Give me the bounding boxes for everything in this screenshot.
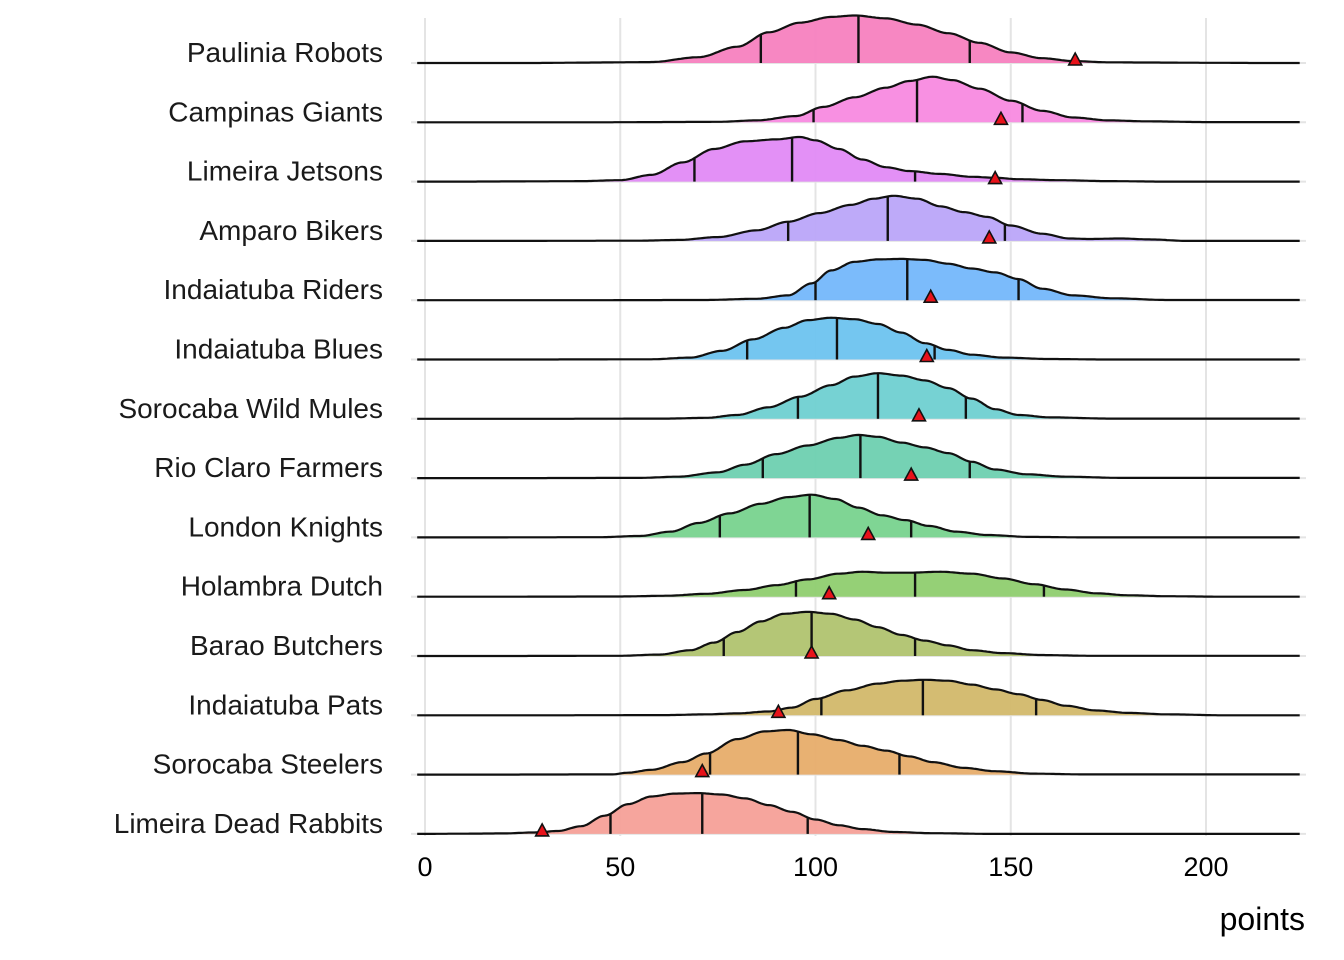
- ridge-sorocaba-wild-mules: [417, 372, 1300, 422]
- point-marker: [903, 466, 920, 481]
- team-label: Campinas Giants: [168, 96, 383, 127]
- point-marker: [1067, 51, 1084, 66]
- ridge-outline: [417, 75, 1300, 124]
- ridge-fill: [417, 611, 1300, 656]
- x-tick-label-50: 50: [605, 852, 635, 882]
- ridge-outline: [417, 728, 1300, 776]
- ridge-indaiatuba-pats: [417, 678, 1300, 719]
- team-label: Rio Claro Farmers: [154, 452, 383, 483]
- point-marker: [981, 229, 998, 244]
- team-label: Indaiatuba Blues: [174, 334, 383, 365]
- ridge-barao-butchers: [417, 610, 1300, 659]
- ridge-fill: [417, 679, 1300, 716]
- x-tick-label-200: 200: [1183, 852, 1228, 882]
- ridge-outline: [417, 316, 1300, 361]
- ridge-indaiatuba-blues: [417, 316, 1300, 363]
- ridge-limeira-dead-rabbits: [417, 792, 1300, 837]
- x-axis-title: points: [1220, 901, 1305, 937]
- point-marker: [987, 169, 1003, 185]
- x-tick-label-0: 0: [417, 852, 432, 882]
- point-marker: [770, 703, 787, 719]
- ridge-fill: [417, 571, 1300, 597]
- ridge-rio-claro-farmers: [417, 433, 1300, 481]
- ridge-indaiatuba-riders: [417, 257, 1300, 304]
- ridge-fill: [417, 494, 1300, 538]
- ridge-fill: [417, 730, 1300, 775]
- point-marker: [694, 762, 711, 778]
- ridge-fill: [417, 258, 1300, 301]
- ridge-outline: [417, 194, 1300, 242]
- ridge-outline: [417, 792, 1300, 835]
- x-tick-label-150: 150: [988, 852, 1033, 882]
- ridge-fill: [417, 317, 1300, 360]
- ridge-campinas-giants: [417, 75, 1300, 126]
- point-marker: [821, 585, 838, 600]
- team-labels: Paulinia Robots Campinas Giants Limeira Je…: [114, 37, 383, 839]
- point-marker: [911, 407, 927, 422]
- ridge-outline: [417, 433, 1300, 480]
- point-marker: [860, 525, 877, 541]
- ridge-fill: [417, 793, 1300, 834]
- ridge-paulinia-robots: [417, 14, 1300, 66]
- point-marker: [993, 110, 1009, 126]
- ridge-outline: [417, 14, 1300, 65]
- team-label: Amparo Bikers: [199, 215, 383, 246]
- ridge-amparo-bikers: [417, 194, 1300, 244]
- team-label: London Knights: [188, 511, 383, 542]
- team-label: Sorocaba Wild Mules: [118, 393, 383, 424]
- ridge-holambra-dutch: [417, 570, 1300, 600]
- ridges: [417, 14, 1300, 837]
- point-marker: [918, 347, 935, 363]
- ridge-london-knights: [417, 493, 1300, 541]
- x-tick-label-100: 100: [793, 852, 838, 882]
- team-label: Paulinia Robots: [187, 37, 383, 68]
- ridge-fill: [417, 434, 1300, 479]
- point-marker: [803, 644, 820, 659]
- point-marker: [534, 822, 550, 837]
- ridge-fill: [417, 76, 1300, 123]
- ridge-fill: [417, 373, 1300, 419]
- x-axis-ticks: 0 50 100 150 200: [417, 852, 1228, 882]
- ridge-outline: [417, 610, 1300, 658]
- ridge-outline: [417, 135, 1300, 183]
- ridge-limeira-jetsons: [417, 135, 1300, 185]
- ridge-outline: [417, 570, 1300, 598]
- point-marker: [922, 288, 939, 304]
- team-label: Holambra Dutch: [181, 571, 383, 602]
- team-label: Indaiatuba Pats: [188, 689, 383, 720]
- team-label: Limeira Dead Rabbits: [114, 808, 383, 839]
- ridge-outline: [417, 372, 1300, 420]
- team-label: Sorocaba Steelers: [153, 749, 383, 780]
- team-label: Limeira Jetsons: [187, 156, 383, 187]
- ridge-sorocaba-steelers: [417, 728, 1300, 778]
- team-label: Barao Butchers: [190, 630, 383, 661]
- ridge-outline: [417, 678, 1300, 717]
- ridge-outline: [417, 493, 1300, 539]
- ridge-fill: [417, 195, 1300, 241]
- ridge-outline: [417, 257, 1300, 302]
- team-label: Indaiatuba Riders: [164, 274, 383, 305]
